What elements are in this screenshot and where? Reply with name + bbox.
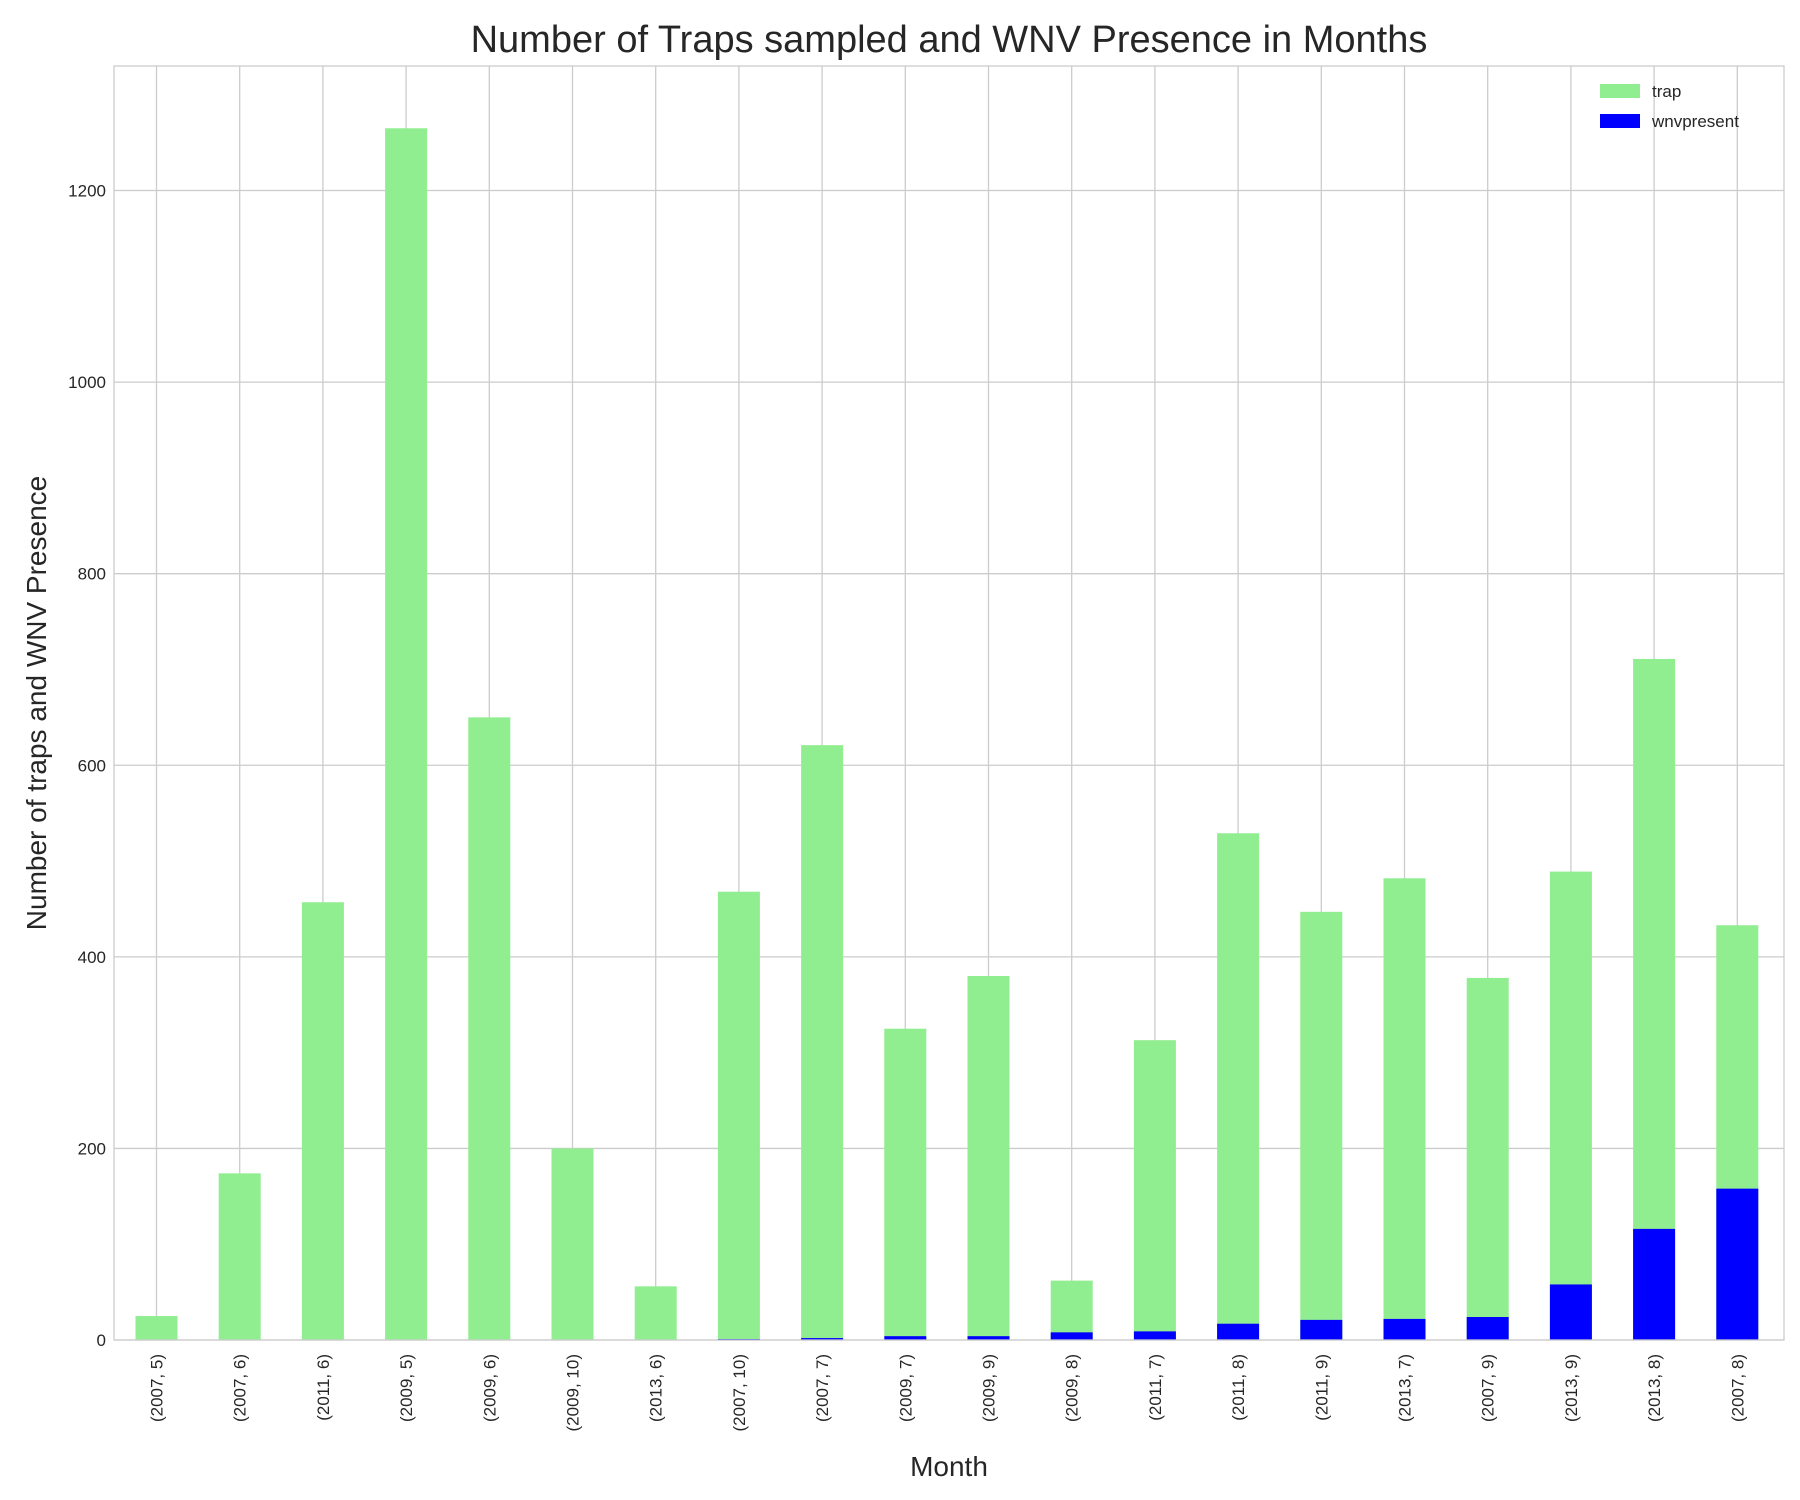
x-tick-label: (2009, 8)	[1063, 1354, 1082, 1422]
bar-trap	[1466, 977, 1509, 1340]
bar-trap	[1050, 1280, 1093, 1340]
legend-swatch-trap	[1600, 84, 1640, 98]
x-tick-label: (2013, 7)	[1396, 1354, 1415, 1422]
y-tick-label: 200	[78, 1139, 106, 1158]
x-tick-label: (2007, 9)	[1479, 1354, 1498, 1422]
bar-trap	[1217, 833, 1260, 1340]
legend-label-wnvpresent: wnvpresent	[1651, 112, 1739, 131]
bar-trap	[385, 128, 428, 1340]
y-axis-label: Number of traps and WNV Presence	[21, 476, 52, 930]
bar-wnvpresent	[967, 1336, 1010, 1340]
bar-trap	[634, 1286, 677, 1340]
bar-trap	[301, 902, 344, 1340]
bar-trap	[1383, 878, 1426, 1340]
bar-wnvpresent	[884, 1336, 927, 1340]
x-tick-label: (2013, 8)	[1645, 1354, 1664, 1422]
bar-trap	[717, 891, 760, 1340]
y-tick-label: 800	[78, 565, 106, 584]
x-tick-label: (2007, 5)	[148, 1354, 167, 1422]
x-tick-label: (2007, 10)	[730, 1354, 749, 1432]
bar-trap	[468, 717, 511, 1340]
legend-swatch-wnvpresent	[1600, 114, 1640, 128]
bar-wnvpresent	[1716, 1188, 1759, 1340]
bar-wnvpresent	[1300, 1319, 1343, 1340]
bar-trap	[801, 745, 844, 1340]
x-axis-label: Month	[910, 1451, 988, 1482]
plot-frame	[113, 65, 1785, 1341]
y-tick-label: 1000	[68, 373, 106, 392]
bar-wnvpresent	[1466, 1317, 1509, 1340]
bar-trap	[218, 1173, 261, 1340]
bar-wnvpresent	[1549, 1284, 1592, 1340]
x-tick-label: (2007, 6)	[231, 1354, 250, 1422]
x-tick-labels: (2007, 5) (2007, 6) (2011, 6) (2009, 5) (200…	[148, 1354, 1748, 1432]
legend-label-trap: trap	[1652, 82, 1681, 101]
bars	[135, 128, 1759, 1340]
x-tick-label: (2013, 9)	[1562, 1354, 1581, 1422]
x-tick-label: (2009, 9)	[980, 1354, 999, 1422]
bar-wnvpresent	[801, 1338, 844, 1340]
bar-trap	[884, 1028, 927, 1340]
bar-wnvpresent	[1217, 1323, 1260, 1340]
x-tick-label: (2009, 6)	[480, 1354, 499, 1422]
x-tick-label: (2007, 7)	[813, 1354, 832, 1422]
bar-trap	[135, 1316, 178, 1340]
x-tick-label: (2009, 10)	[564, 1354, 583, 1432]
x-tick-label: (2009, 7)	[896, 1354, 915, 1422]
x-tick-label: (2013, 6)	[647, 1354, 666, 1422]
x-tick-label: (2011, 7)	[1146, 1354, 1165, 1421]
bar-wnvpresent	[1050, 1332, 1093, 1340]
y-tick-label: 0	[97, 1331, 106, 1350]
x-tick-label: (2011, 8)	[1229, 1354, 1248, 1421]
bar-trap	[551, 1148, 594, 1340]
bar-trap	[1549, 871, 1592, 1340]
bar-wnvpresent	[1383, 1318, 1426, 1340]
y-tick-label: 400	[78, 948, 106, 967]
legend: trap wnvpresent	[1600, 82, 1739, 131]
y-tick-label: 1200	[68, 182, 106, 201]
grid	[114, 66, 1784, 1341]
x-tick-label: (2007, 8)	[1728, 1354, 1747, 1422]
x-tick-label: (2009, 5)	[397, 1354, 416, 1422]
bar-trap	[1133, 1040, 1176, 1340]
bar-wnvpresent	[1133, 1331, 1176, 1340]
y-tick-label: 600	[78, 756, 106, 775]
chart-title: Number of Traps sampled and WNV Presence…	[471, 19, 1428, 61]
bar-trap	[1633, 658, 1676, 1340]
x-tick-label: (2011, 9)	[1312, 1354, 1331, 1421]
y-tick-labels: 0 200 400 600 800 1000 1200	[68, 182, 106, 1350]
bar-wnvpresent	[1633, 1228, 1676, 1340]
bar-trap	[967, 976, 1010, 1340]
bar-trap	[1300, 911, 1343, 1340]
x-tick-label: (2011, 6)	[314, 1354, 333, 1421]
